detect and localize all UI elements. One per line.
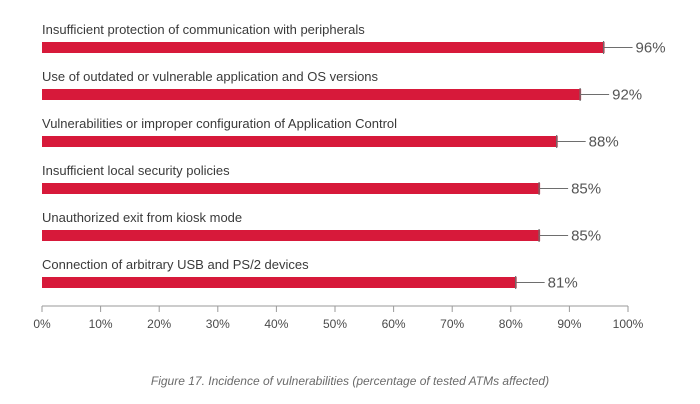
value-label: 92% [612, 87, 642, 104]
x-tick-label: 40% [264, 317, 288, 331]
value-label: 81% [548, 275, 578, 292]
x-tick-label: 30% [206, 317, 230, 331]
x-tick-label: 10% [89, 317, 113, 331]
x-tick-label: 70% [440, 317, 464, 331]
category-label: Vulnerabilities or improper configuratio… [42, 116, 397, 131]
bar [42, 230, 541, 241]
bar [42, 89, 582, 100]
figure-caption: Figure 17. Incidence of vulnerabilities … [150, 374, 550, 388]
bar [42, 42, 605, 53]
x-tick-label: 80% [499, 317, 523, 331]
bar [42, 277, 517, 288]
category-label: Insufficient protection of communication… [42, 22, 365, 37]
value-label: 88% [589, 134, 619, 151]
x-tick-label: 0% [33, 317, 51, 331]
value-label: 85% [571, 228, 601, 245]
x-tick-label: 60% [382, 317, 406, 331]
x-tick-label: 90% [557, 317, 581, 331]
category-label: Unauthorized exit from kiosk mode [42, 210, 242, 225]
bar [42, 136, 558, 147]
x-tick-label: 50% [323, 317, 347, 331]
x-tick-label: 100% [613, 317, 644, 331]
bar-chart: Insufficient protection of communication… [33, 22, 666, 331]
category-label: Use of outdated or vulnerable applicatio… [42, 69, 379, 84]
category-label: Connection of arbitrary USB and PS/2 dev… [42, 257, 309, 272]
x-tick-label: 20% [147, 317, 171, 331]
category-label: Insufficient local security policies [42, 163, 230, 178]
value-label: 96% [636, 40, 666, 57]
value-label: 85% [571, 181, 601, 198]
bar [42, 183, 541, 194]
